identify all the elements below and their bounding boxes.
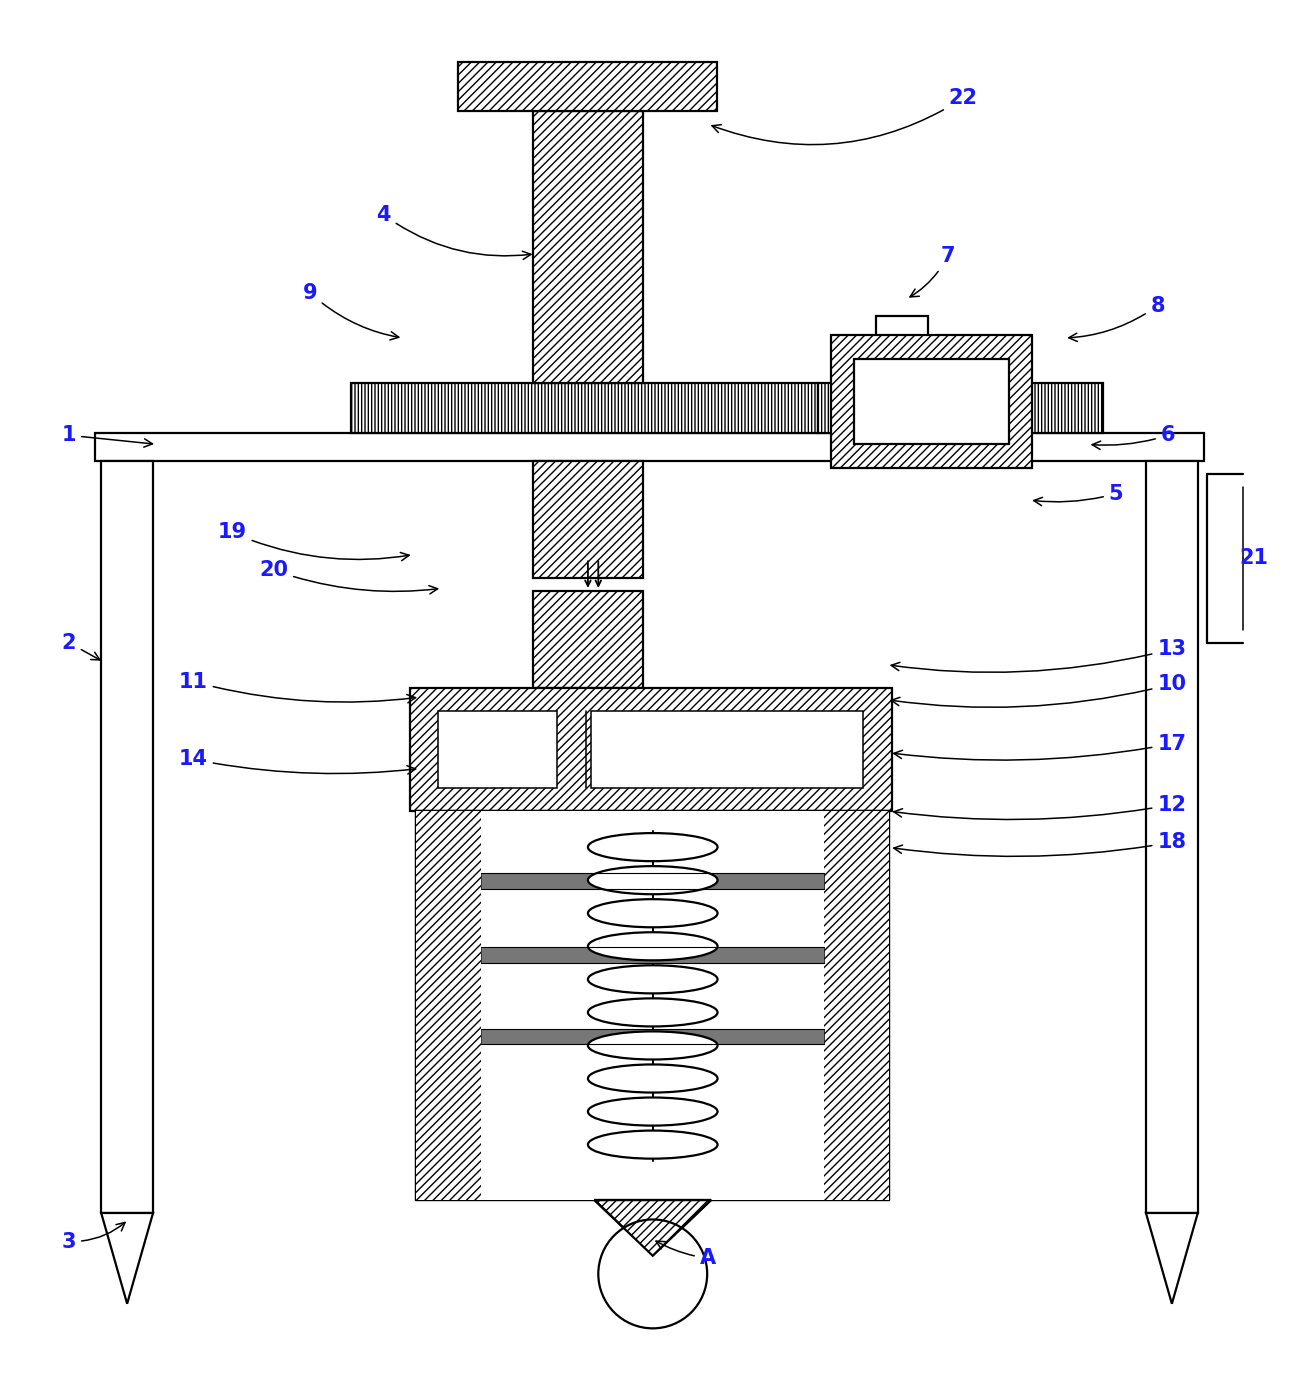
- Ellipse shape: [588, 899, 717, 928]
- Bar: [533, 111, 643, 383]
- Bar: [481, 811, 825, 1200]
- Circle shape: [599, 1220, 707, 1328]
- Text: 17: 17: [894, 733, 1186, 760]
- Ellipse shape: [588, 867, 717, 895]
- Ellipse shape: [588, 932, 717, 960]
- Text: A: A: [656, 1242, 716, 1268]
- Ellipse shape: [588, 833, 717, 861]
- Text: 4: 4: [377, 206, 531, 260]
- Text: 14: 14: [179, 749, 416, 774]
- Bar: [831, 336, 1031, 468]
- Text: 1: 1: [61, 425, 152, 447]
- Polygon shape: [1146, 1213, 1198, 1304]
- Ellipse shape: [588, 1097, 717, 1125]
- Text: 8: 8: [1069, 296, 1165, 342]
- Bar: [533, 461, 643, 578]
- Polygon shape: [101, 1213, 153, 1304]
- Bar: [416, 811, 481, 1200]
- Text: 9: 9: [303, 283, 399, 340]
- Bar: [101, 461, 153, 1213]
- Bar: [533, 590, 643, 688]
- Bar: [438, 711, 557, 788]
- Text: 22: 22: [712, 89, 978, 144]
- Bar: [740, 811, 825, 1200]
- Polygon shape: [595, 1200, 711, 1256]
- Bar: [481, 947, 825, 963]
- Bar: [95, 432, 1204, 461]
- Bar: [409, 688, 892, 811]
- Ellipse shape: [588, 965, 717, 993]
- Bar: [481, 874, 825, 889]
- Bar: [416, 811, 481, 1200]
- Text: 5: 5: [1034, 483, 1124, 506]
- Text: 21: 21: [1239, 549, 1268, 568]
- Bar: [877, 317, 929, 383]
- Text: 10: 10: [891, 674, 1186, 707]
- Bar: [1146, 461, 1198, 1213]
- Bar: [481, 1029, 825, 1045]
- Ellipse shape: [588, 1032, 717, 1060]
- Bar: [416, 811, 890, 1200]
- Bar: [481, 811, 565, 1200]
- Bar: [591, 711, 864, 788]
- Text: 12: 12: [894, 795, 1186, 820]
- Text: 18: 18: [894, 832, 1186, 857]
- Bar: [818, 383, 1103, 432]
- Text: 11: 11: [179, 671, 416, 703]
- Bar: [457, 63, 717, 111]
- Bar: [351, 383, 818, 432]
- Ellipse shape: [588, 1131, 717, 1158]
- Bar: [825, 811, 890, 1200]
- Text: 13: 13: [891, 639, 1186, 672]
- Text: 7: 7: [911, 246, 955, 297]
- Text: 20: 20: [259, 560, 438, 594]
- Bar: [855, 358, 1008, 444]
- Text: 19: 19: [217, 522, 409, 561]
- Ellipse shape: [588, 999, 717, 1026]
- Text: 2: 2: [61, 632, 100, 660]
- Text: 3: 3: [61, 1222, 125, 1251]
- Text: 6: 6: [1092, 425, 1176, 450]
- Ellipse shape: [588, 1064, 717, 1093]
